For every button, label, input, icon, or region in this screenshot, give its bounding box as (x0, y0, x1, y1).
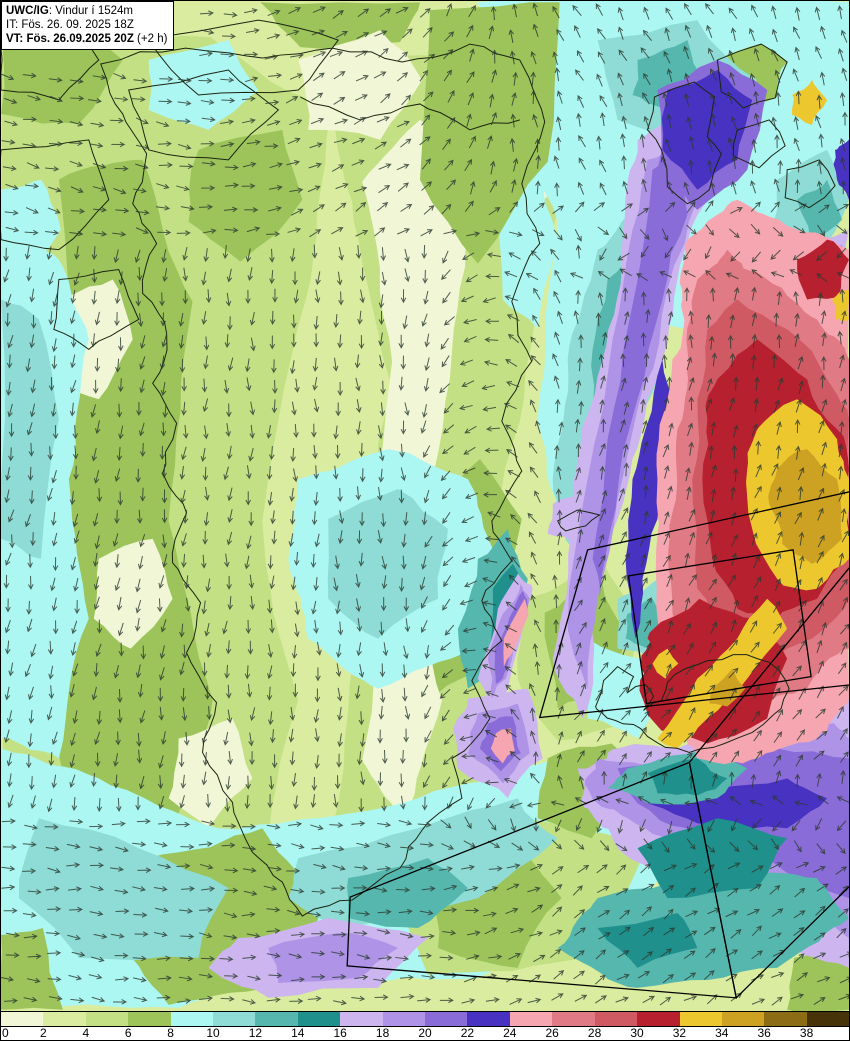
colorbar-cell (806, 1012, 850, 1026)
coastline (784, 159, 836, 209)
model-name: UWC/IG (6, 5, 49, 17)
colorbar-tick-label: 14 (291, 1026, 305, 1040)
colorbar-cell (297, 1012, 341, 1026)
wind-speed-contour (347, 858, 468, 929)
valid-time-line: VT: Fös. 26.09.2025 20Z (+2 h) (6, 32, 167, 46)
colorbar-cell (1, 1012, 44, 1026)
colorbar-cell (255, 1012, 298, 1026)
wind-speed-contour (797, 179, 843, 250)
coastline (1, 139, 110, 251)
valid-time-bold: VT: Fös. 26.09.2025 20Z (6, 33, 134, 45)
wind-speed-contour (657, 598, 788, 749)
colorbar-tick-label: 16 (333, 1026, 347, 1040)
model-domain-box (627, 549, 812, 705)
colorbar-tick-label: 30 (630, 1026, 644, 1040)
coastline (595, 654, 790, 753)
coastline (716, 43, 788, 109)
colorbar-tick-label: 0 (2, 1026, 9, 1040)
wind-speed-contour (647, 758, 728, 796)
wind-speed-contour (503, 598, 529, 667)
colorbar-cell (382, 1012, 426, 1026)
coastline (128, 69, 280, 161)
colorbar-cell (594, 1012, 638, 1026)
model-title-box: UWC/IG: Vindur í 1524m IT: Fös. 26. 09. … (1, 1, 175, 50)
colorbar-cell (425, 1012, 468, 1026)
model-domain-box (346, 761, 738, 999)
colorbar-tick-label: 34 (715, 1026, 729, 1040)
colorbar-tick-label: 22 (460, 1026, 475, 1040)
colorbar-cell (509, 1012, 553, 1026)
colorbar-tick-label: 20 (418, 1026, 432, 1040)
colorbar-tick-label: 28 (587, 1026, 602, 1040)
colorbar-tick-label: 26 (545, 1026, 559, 1040)
colorbar-cell (467, 1012, 510, 1026)
colorbar-cell (721, 1012, 765, 1026)
colorbar-tick-label: 18 (375, 1026, 390, 1040)
coastline (646, 81, 722, 205)
wind-speed-contour (592, 154, 688, 599)
colorbar-cell (213, 1012, 256, 1026)
wind-speed-contour (1, 179, 61, 280)
title-line-model: UWC/IG: Vindur í 1524m (6, 4, 167, 18)
wind-speed-contour (597, 913, 698, 968)
wind-speed-contour (268, 932, 399, 983)
wind-arrows-layer (1, 2, 849, 1006)
wind-speed-contour (188, 129, 303, 262)
wind-speed-contour (768, 449, 843, 564)
wind-speed-contour (168, 718, 253, 829)
colorbar-tick-labels: 0 2 4 6 8 10 12 14 16 18 20 22 24 26 28 30 32 34 36 38 (1, 1026, 849, 1040)
colorbar-tick-label: 10 (206, 1026, 220, 1040)
variable-label: Vindur í 1524m (55, 5, 133, 17)
coastline (732, 119, 786, 169)
domain-boxes-layer (346, 491, 849, 1000)
wind-speed-contour (93, 538, 173, 649)
wind-speed-contour (652, 648, 679, 679)
wind-speed-contour (148, 40, 259, 130)
model-variable-sep: : (48, 5, 56, 17)
colorbar-tick-label: 12 (248, 1026, 263, 1040)
wind-speed-colorbar (1, 1012, 850, 1026)
coastline (557, 509, 601, 532)
model-domain-box (538, 491, 849, 719)
colorbar-tick-label: 6 (124, 1026, 132, 1040)
colorbar-cell (128, 1012, 171, 1026)
coastline (147, 19, 340, 96)
colorbar-tick-label: 8 (167, 1026, 174, 1040)
wind-speed-contour (792, 80, 828, 125)
colorbar-cell (170, 1012, 214, 1026)
wind-field-layer (1, 1, 849, 1011)
valid-time-suffix: (+2 h) (133, 33, 168, 45)
wind-speed-contour (490, 728, 515, 764)
coastline (300, 96, 520, 131)
wind-field-map (1, 1, 849, 1011)
coastline (53, 269, 140, 350)
init-time-line: IT: Fös. 26. 09. 2025 18Z (6, 19, 134, 31)
map-canvas (1, 1, 849, 1011)
colorbar-tick-label: 32 (672, 1026, 687, 1040)
colorbar-cell (764, 1012, 807, 1026)
colorbar-cell (552, 1012, 595, 1026)
wind-speed-contour (797, 239, 849, 300)
colorbar-tick-label: 38 (799, 1026, 814, 1040)
wind-speed-contour (327, 489, 448, 639)
colorbar-tick-label: 4 (82, 1026, 90, 1040)
wind-speed-contour (420, 2, 560, 264)
colorbar-cell (85, 1012, 129, 1026)
wind-arrow-field (1, 2, 849, 1006)
wind-speed-contour (661, 70, 753, 190)
colorbar-tick-label: 24 (503, 1026, 517, 1040)
wind-speed-contour (1, 928, 63, 1010)
colorbar-tick-label: 36 (757, 1026, 771, 1040)
wind-speed-contour (637, 818, 788, 899)
colorbar-cell (43, 1012, 86, 1026)
colorbar-cell (679, 1012, 722, 1026)
colorbar-cell (637, 1012, 680, 1026)
colorbar-tick-label: 2 (40, 1026, 47, 1040)
colorbar-cell (340, 1012, 383, 1026)
